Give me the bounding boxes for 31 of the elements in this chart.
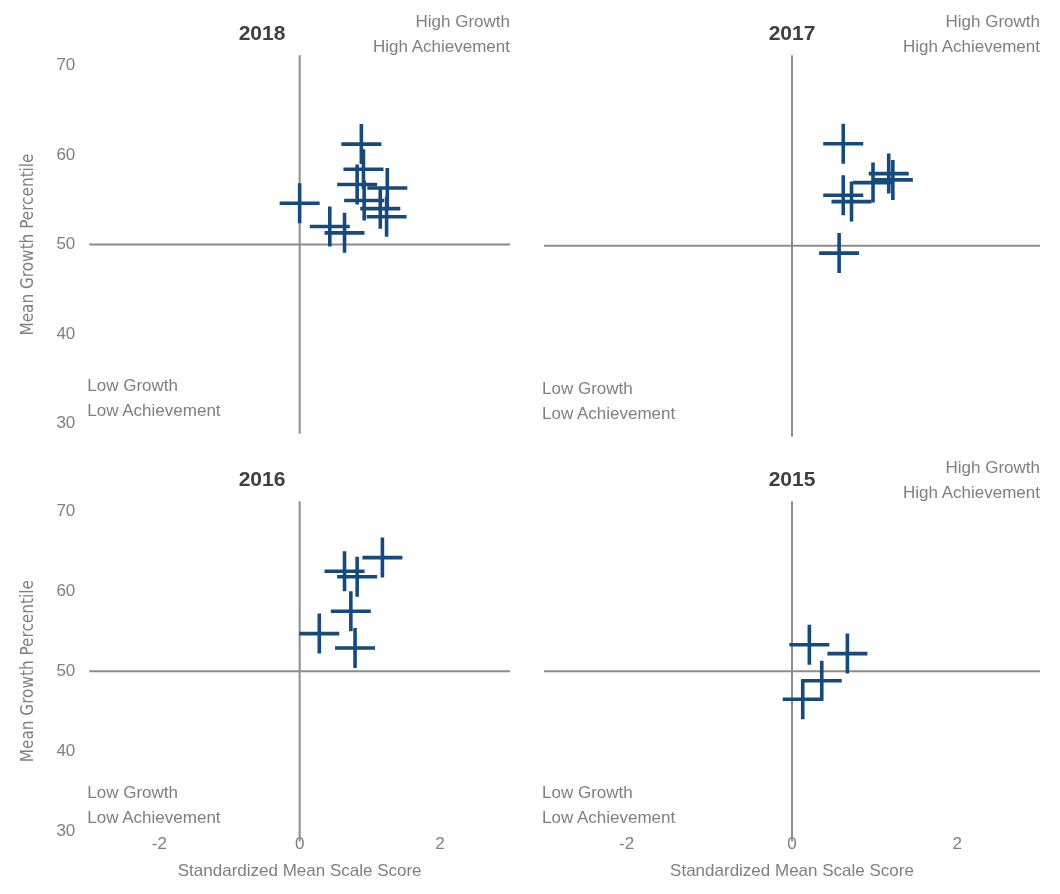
annotation: Low Growth Low Achievement xyxy=(87,783,221,828)
y-tick-label: 30 xyxy=(56,820,76,840)
x-tick-label: -2 xyxy=(151,834,167,854)
chart-title: 2016 xyxy=(238,467,286,491)
text: High Growth High Achievement xyxy=(902,12,1041,57)
text: High Growth High Achievement xyxy=(902,458,1041,503)
x-tick-label: 2 xyxy=(952,834,963,854)
x-tick-label: 2 xyxy=(435,834,445,854)
annotation: Low Growth Low Achievement xyxy=(542,378,676,423)
y-axis-title: Mean Growth Percentile xyxy=(16,153,37,336)
y-tick-label: 60 xyxy=(56,580,76,600)
y-tick-label: 60 xyxy=(56,144,76,164)
annotation: Low Growth Low Achievement xyxy=(87,375,221,420)
x-axis-title: Standardized Mean Scale Score xyxy=(177,861,422,881)
x-tick-label: 0 xyxy=(787,834,797,854)
text: High Growth High Achievement xyxy=(372,12,511,57)
y-tick-label: 30 xyxy=(56,413,76,433)
y-tick-label: 70 xyxy=(56,54,76,74)
chart-title: 2017 xyxy=(768,21,816,45)
x-tick-label: 0 xyxy=(294,834,305,854)
y-tick-label: 40 xyxy=(56,740,76,760)
y-axis-title: Mean Growth Percentile xyxy=(16,580,37,763)
chart-title: 2015 xyxy=(768,467,816,491)
y-tick-label: 40 xyxy=(56,323,76,343)
y-tick-label: 50 xyxy=(56,234,76,254)
x-axis-title: Standardized Mean Scale Score xyxy=(670,861,914,881)
x-tick-label: -2 xyxy=(619,834,635,854)
annotation: Low Growth Low Achievement xyxy=(542,783,676,828)
chart-title: 2018 xyxy=(238,21,286,45)
y-tick-label: 70 xyxy=(56,500,76,520)
y-tick-label: 50 xyxy=(56,660,76,680)
